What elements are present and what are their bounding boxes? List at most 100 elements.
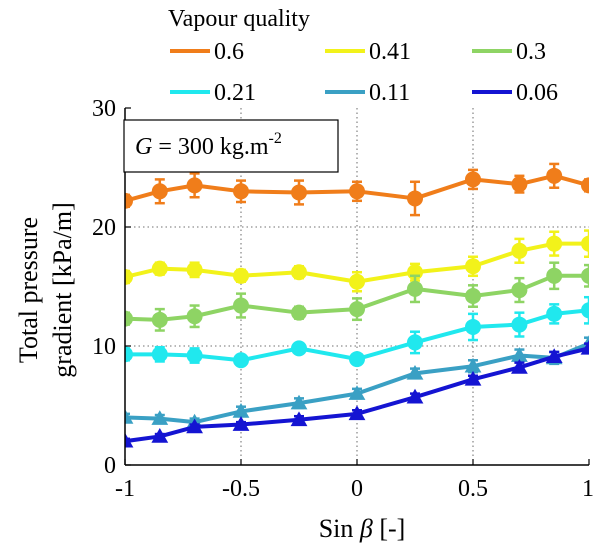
- legend-label: 0.21: [214, 80, 256, 106]
- legend-entry: 0.11: [325, 80, 410, 106]
- data-point: [291, 340, 307, 357]
- data-point: [233, 183, 249, 200]
- data-point: [186, 418, 203, 434]
- data-point: [465, 288, 481, 305]
- data-point: [349, 351, 365, 368]
- data-point: [125, 310, 133, 327]
- data-point: [511, 359, 528, 374]
- x-axis-title-prefix: Sin: [319, 514, 360, 543]
- data-point: [581, 302, 589, 319]
- y-tick-label: 10: [92, 334, 116, 360]
- data-point: [186, 261, 203, 278]
- x-tick-label: 1: [582, 476, 594, 502]
- data-point: [546, 305, 563, 322]
- x-axis-title-symbol: β: [359, 514, 373, 543]
- series-0-21: [125, 295, 589, 369]
- x-axis-title: Sin β [-]: [319, 514, 406, 543]
- legend-entry: 0.06: [472, 80, 558, 106]
- x-tick-label: 0.5: [458, 476, 488, 502]
- y-axis-title-line1: Total pressure: [14, 217, 43, 363]
- data-point: [291, 264, 307, 281]
- y-tick-label: 30: [92, 96, 116, 122]
- data-point: [151, 428, 169, 443]
- series-0-6: [125, 162, 589, 217]
- data-point: [581, 235, 589, 252]
- legend-label: 0.41: [369, 39, 411, 65]
- data-point: [464, 370, 482, 386]
- data-point: [407, 280, 423, 297]
- data-point: [151, 311, 168, 328]
- data-point: [546, 167, 563, 184]
- data-point: [233, 297, 249, 314]
- data-point: [511, 316, 528, 333]
- data-series: [125, 162, 589, 448]
- series-0-41: [125, 229, 589, 293]
- data-point: [407, 334, 423, 351]
- data-point: [407, 190, 423, 207]
- data-point: [511, 282, 528, 299]
- data-point: [151, 346, 168, 363]
- y-axis-title-line2: gradient [kPa/m]: [48, 202, 77, 377]
- data-point: [151, 410, 169, 425]
- y-tick-label: 20: [92, 215, 116, 241]
- data-point: [151, 260, 168, 277]
- data-point: [125, 409, 134, 424]
- data-point: [232, 403, 250, 418]
- x-tick-label: -1: [115, 476, 135, 502]
- x-axis-title-suffix: [-]: [373, 514, 405, 543]
- data-point: [291, 184, 307, 201]
- data-point: [233, 267, 249, 284]
- data-point: [545, 348, 563, 364]
- legend-entry: 0.6: [170, 39, 244, 65]
- annotation-frame: [123, 119, 339, 173]
- legend-label: 0.06: [516, 80, 558, 106]
- data-point: [465, 258, 481, 275]
- annotation-value: = 300 kg.m: [152, 134, 269, 160]
- annotation-superscript: -2: [269, 130, 282, 147]
- data-point: [464, 357, 482, 373]
- data-point: [349, 183, 365, 200]
- data-point: [125, 268, 133, 285]
- data-point: [406, 364, 424, 380]
- legend-entry: 0.3: [472, 39, 546, 65]
- data-point: [233, 352, 249, 369]
- data-point: [581, 177, 589, 194]
- data-point: [186, 177, 203, 194]
- data-point: [125, 192, 133, 209]
- data-point: [465, 171, 481, 188]
- data-point: [151, 183, 168, 200]
- data-point: [348, 405, 366, 421]
- data-point: [348, 385, 366, 400]
- data-point: [511, 347, 528, 362]
- data-point: [511, 176, 528, 193]
- data-point: [580, 339, 589, 355]
- data-point: [406, 388, 424, 404]
- data-point: [511, 242, 528, 259]
- data-point: [291, 304, 307, 321]
- data-point: [465, 318, 481, 335]
- data-point: [349, 301, 365, 318]
- annotation-label: G = 300 kg.m-2: [135, 130, 282, 160]
- data-point: [581, 267, 589, 284]
- y-axis-title: Total pressure gradient [kPa/m]: [14, 202, 77, 377]
- data-point: [186, 347, 203, 364]
- x-tick-label: -0.5: [222, 476, 260, 502]
- data-point: [186, 308, 203, 325]
- annotation-symbol: G: [135, 134, 152, 160]
- data-point: [290, 394, 308, 410]
- data-point: [349, 273, 365, 290]
- x-tick-label: 0: [351, 476, 363, 502]
- legend-label: 0.3: [516, 39, 546, 65]
- legend: Vapour quality 0.6 0.41 0.3 0.21 0.11 0.06: [168, 6, 558, 106]
- data-point: [125, 346, 133, 363]
- data-point: [232, 416, 250, 431]
- series-0-06: [125, 339, 589, 448]
- data-point: [290, 411, 308, 427]
- legend-entry: 0.41: [325, 39, 411, 65]
- legend-label: 0.6: [214, 39, 244, 65]
- data-point: [546, 235, 563, 252]
- series-0-3: [125, 261, 589, 332]
- annotation-box: G = 300 kg.m-2: [123, 119, 339, 173]
